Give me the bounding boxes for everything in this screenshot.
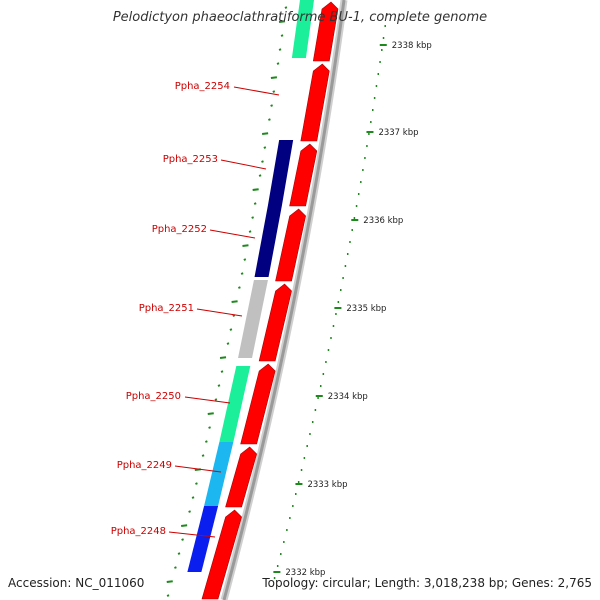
gc-tick <box>208 426 211 429</box>
feature-block <box>238 280 268 358</box>
feature-block <box>254 205 282 277</box>
gene-label: Ppha_2248 <box>111 526 166 537</box>
cds-arrow <box>225 446 258 508</box>
gc-tick <box>270 76 278 79</box>
cds-arrow <box>201 509 242 600</box>
gc-tick <box>272 90 276 93</box>
gc-tick <box>253 202 257 205</box>
backbone-line <box>222 0 346 600</box>
feature-track <box>187 0 314 572</box>
gc-tick <box>166 594 170 597</box>
gc-tick <box>251 216 255 219</box>
gene-label: Ppha_2249 <box>117 460 172 471</box>
backbone-arc <box>220 0 348 600</box>
gc-tick <box>240 272 244 275</box>
accession-label: Accession: NC_011060 <box>8 576 145 590</box>
scale-label: 2335 kbp <box>346 304 386 314</box>
gc-tick <box>217 384 221 387</box>
gene-label: Ppha_2253 <box>163 154 218 165</box>
gc-tick <box>188 510 191 513</box>
feature-block <box>219 366 251 442</box>
gc-tick <box>268 118 271 121</box>
scale-labels: 2338 kbp 2337 kbp 2336 kbp 2335 kbp 2334 kbp… <box>273 41 432 578</box>
gc-tick <box>207 412 214 415</box>
gc-tick <box>195 482 198 485</box>
gc-tick <box>243 258 247 261</box>
gc-tick <box>174 566 177 569</box>
gc-tick <box>261 160 264 163</box>
gc-content-ticks <box>166 6 288 597</box>
cds-arrow <box>312 1 339 62</box>
gene-label-leader <box>184 396 231 404</box>
gc-tick <box>166 580 173 583</box>
gc-tick <box>231 300 238 303</box>
forward-cds-track <box>201 1 339 600</box>
gene-label-leader <box>168 531 216 538</box>
gene-label-leader <box>233 86 280 96</box>
gc-tick <box>258 174 262 177</box>
cds-arrow <box>300 63 330 142</box>
scale-label: 2338 kbp <box>392 41 432 51</box>
scale-ticks <box>273 13 388 579</box>
scale-label: 2332 kbp <box>285 568 325 578</box>
gc-tick <box>280 34 284 37</box>
gc-tick <box>263 146 267 149</box>
scale-label: 2333 kbp <box>307 480 347 490</box>
gc-tick <box>204 440 208 443</box>
cds-arrow <box>240 363 276 445</box>
feature-block <box>187 506 219 572</box>
gc-tick <box>232 314 236 317</box>
feature-block <box>291 0 314 58</box>
gene-label-leader <box>209 229 256 239</box>
gc-tick <box>229 328 233 331</box>
gene-label: Ppha_2252 <box>152 224 207 235</box>
map-title: Pelodictyon phaeoclathratiforme BU-1, co… <box>112 10 488 25</box>
gc-tick <box>248 230 252 233</box>
gene-label-leader <box>220 159 267 170</box>
feature-block <box>204 442 234 506</box>
gene-label: Ppha_2250 <box>126 391 181 402</box>
gc-tick <box>278 48 282 51</box>
gene-label: Ppha_2251 <box>139 303 194 314</box>
gene-label-leader <box>174 465 222 473</box>
gc-tick <box>284 6 288 9</box>
cds-arrow <box>258 283 292 362</box>
gene-label-leader <box>196 308 243 317</box>
cds-arrow <box>275 208 306 282</box>
gc-tick <box>177 552 181 555</box>
gc-tick <box>252 188 259 191</box>
feature-block <box>267 140 294 205</box>
gc-tick <box>191 496 195 499</box>
gc-tick <box>276 62 280 65</box>
gc-tick <box>220 370 224 373</box>
gc-tick <box>214 398 218 401</box>
scale-label: 2334 kbp <box>328 392 368 402</box>
gc-tick <box>278 20 286 23</box>
scale-label: 2336 kbp <box>363 216 403 226</box>
gene-label: Ppha_2254 <box>175 81 230 92</box>
scale-label: 2337 kbp <box>378 128 418 138</box>
gc-tick <box>226 342 230 345</box>
genome-summary: Topology: circular; Length: 3,018,238 bp… <box>262 576 592 590</box>
gc-tick <box>238 286 241 289</box>
gc-tick <box>242 244 249 247</box>
gc-tick <box>181 538 184 541</box>
gc-tick <box>219 356 227 359</box>
gene-labels: Ppha_2254 Ppha_2253 Ppha_2252 Ppha_2251 Ppha… <box>111 81 280 538</box>
gc-tick <box>201 454 205 457</box>
gc-tick <box>180 524 188 527</box>
gc-tick <box>270 104 273 107</box>
gc-tick <box>262 132 269 135</box>
cds-arrow <box>289 143 318 207</box>
